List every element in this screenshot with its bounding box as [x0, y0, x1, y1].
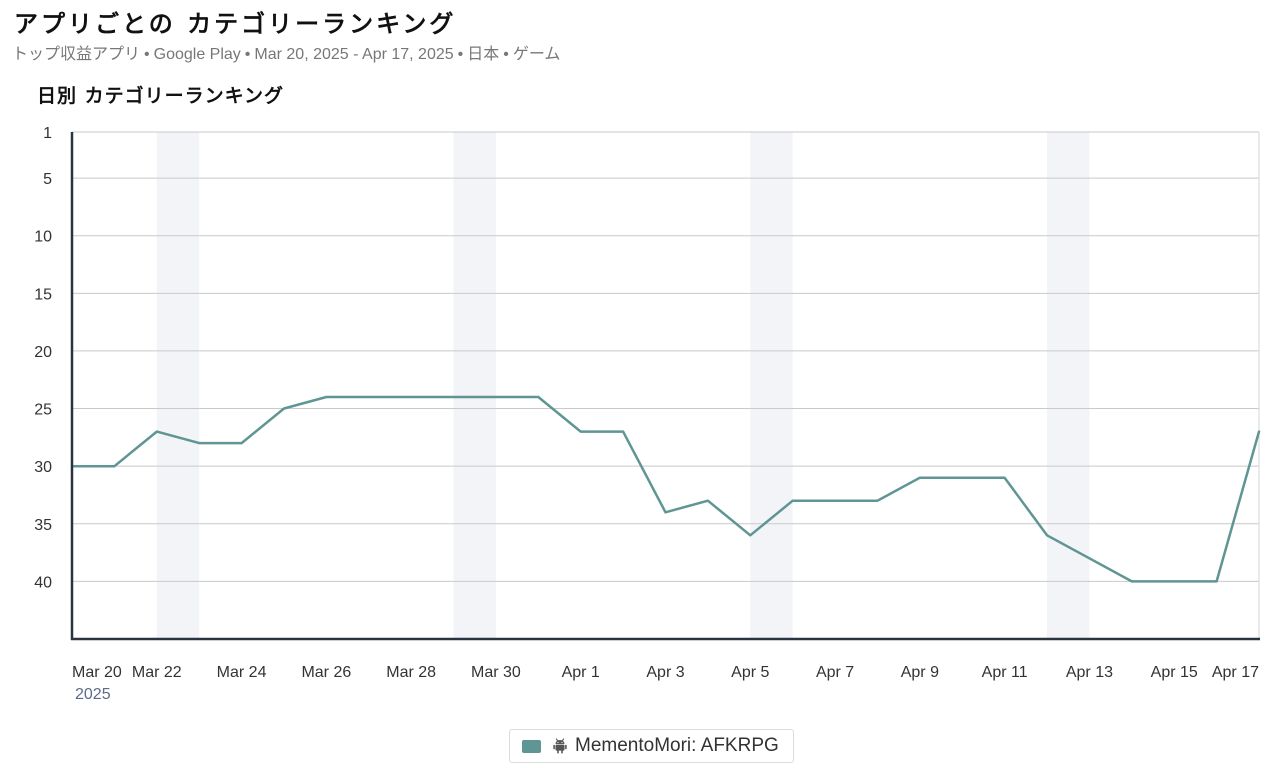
legend-label: MementoMori: AFKRPG — [575, 735, 779, 756]
x-year-label: 2025 — [75, 686, 111, 703]
x-tick-label: Apr 5 — [731, 664, 769, 681]
weekend-band — [750, 132, 793, 639]
x-tick-label: Mar 22 — [132, 664, 182, 681]
axes — [70, 132, 1260, 641]
page-subtitle: トップ収益アプリ • Google Play • Mar 20, 2025 - Apr … — [12, 40, 560, 64]
y-tick-label: 40 — [34, 574, 52, 591]
x-tick-label: Apr 7 — [816, 664, 854, 681]
subtitle-separator: • — [503, 46, 509, 63]
x-tick-label: Apr 13 — [1066, 664, 1113, 681]
y-tick-label: 15 — [34, 286, 52, 303]
grid-lines — [72, 131, 1260, 639]
y-tick-label: 25 — [34, 402, 52, 419]
x-tick-label: Apr 3 — [646, 664, 684, 681]
x-tick-label: Apr 1 — [562, 664, 600, 681]
subtitle-genre: ゲーム — [512, 46, 561, 63]
x-tick-label: Mar 24 — [217, 664, 267, 681]
subtitle-date-range: Mar 20, 2025 - Apr 17, 2025 — [254, 46, 454, 63]
weekend-band — [1047, 132, 1090, 639]
x-tick-label: Apr 9 — [901, 664, 939, 681]
weekend-band — [453, 132, 496, 639]
y-tick-label: 20 — [34, 344, 52, 361]
legend-swatch — [522, 739, 541, 753]
x-tick-label: Apr 15 — [1151, 664, 1198, 681]
x-tick-label: Apr 11 — [982, 664, 1028, 681]
y-tick-label: 1 — [43, 125, 52, 142]
subtitle-store: Google Play — [153, 46, 241, 63]
y-tick-label: 30 — [34, 459, 52, 476]
x-tick-label: Mar 30 — [471, 664, 521, 681]
subtitle-separator: • — [457, 46, 464, 63]
subtitle-country: 日本 — [467, 46, 500, 63]
legend-item[interactable]: MementoMori: AFKRPG — [509, 729, 794, 763]
weekend-bands — [156, 132, 1090, 639]
x-axis-labels: Mar 20 Mar 22 Mar 24 Mar 26 Mar 28 Mar 30 Apr … — [72, 664, 1259, 703]
weekend-band — [156, 132, 200, 639]
x-tick-label: Apr 17 — [1212, 664, 1259, 681]
x-tick-label: Mar 20 — [72, 664, 122, 681]
series-line — [70, 395, 1261, 583]
android-icon — [553, 738, 567, 754]
subtitle-separator: • — [244, 46, 251, 63]
series-lines — [70, 395, 1261, 583]
subtitle-separator: • — [144, 46, 150, 63]
page-title: アプリごとの カテゴリーランキング — [14, 9, 457, 38]
y-tick-label: 35 — [34, 517, 52, 534]
x-tick-label: Mar 26 — [301, 664, 351, 681]
y-tick-label: 5 — [43, 171, 52, 188]
x-tick-label: Mar 28 — [386, 664, 436, 681]
subtitle-category: トップ収益アプリ — [12, 46, 141, 63]
y-tick-label: 10 — [34, 229, 52, 246]
chart-title: 日別 カテゴリーランキング — [37, 85, 285, 107]
